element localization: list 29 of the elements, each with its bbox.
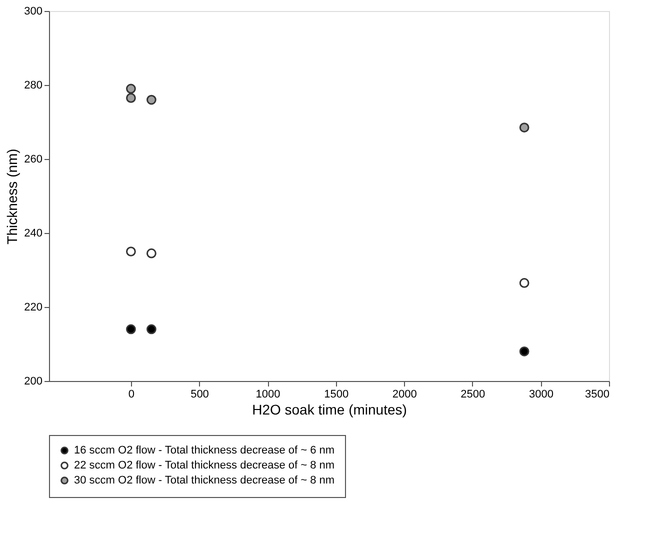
point bbox=[126, 246, 136, 256]
legend-label: 16 sccm O2 flow - Total thickness decrease of ~ 6 nm bbox=[74, 444, 335, 456]
x-tick-label: 3000 bbox=[528, 388, 554, 400]
x-tick-label: 2500 bbox=[460, 388, 486, 400]
point bbox=[519, 122, 530, 132]
point bbox=[146, 248, 156, 258]
y-tick-label: 300 bbox=[24, 6, 42, 18]
point bbox=[126, 93, 136, 103]
x-tick-label: 2000 bbox=[392, 388, 417, 400]
point bbox=[146, 324, 156, 334]
legend-label: 22 sccm O2 flow - Total thickness decrease of ~ 8 nm bbox=[74, 460, 335, 472]
point bbox=[146, 94, 156, 105]
y-tick-label: 260 bbox=[24, 154, 42, 166]
point bbox=[519, 278, 530, 288]
x-tick-label: 1500 bbox=[324, 388, 349, 400]
x-tick-label: 500 bbox=[190, 388, 209, 400]
x-tick-label: 0 bbox=[128, 388, 135, 400]
y-tick-label: 280 bbox=[24, 80, 42, 92]
x-tick-label: 3500 bbox=[585, 388, 610, 400]
y-axis-title: Thickness (nm) bbox=[4, 148, 20, 244]
point bbox=[126, 324, 136, 334]
y-tick-label: 220 bbox=[24, 302, 42, 314]
point bbox=[126, 84, 136, 94]
legend-label: 30 sccm O2 flow - Total thickness decrease of ~ 8 nm bbox=[74, 474, 335, 486]
y-tick-label: 240 bbox=[24, 228, 42, 240]
point bbox=[519, 346, 530, 356]
x-tick-label: 1000 bbox=[256, 388, 280, 400]
x-axis-title: H2O soak time (minutes) bbox=[252, 402, 407, 418]
y-tick-label: 200 bbox=[24, 376, 42, 388]
